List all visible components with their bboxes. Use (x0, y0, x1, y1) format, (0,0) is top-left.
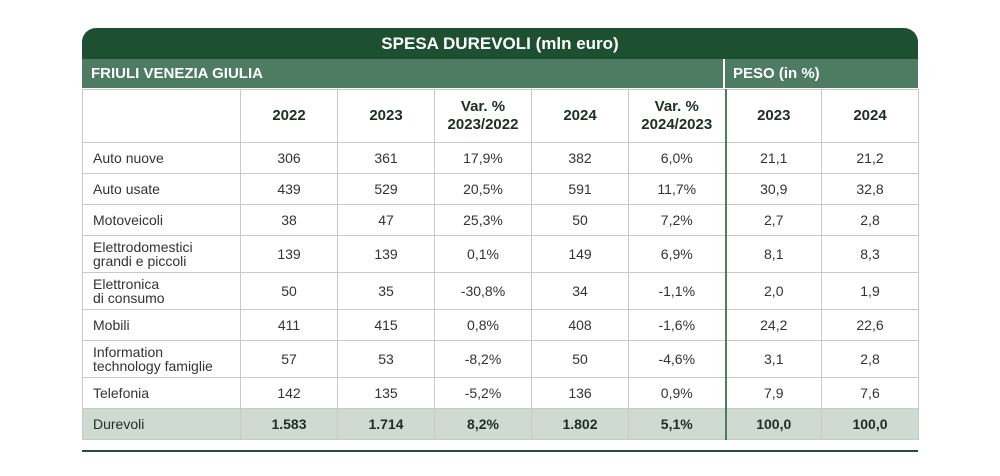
column-header: 2023 (724, 89, 822, 143)
table-cell: 2,8 (821, 340, 919, 378)
table-cell: 0,1% (434, 235, 532, 273)
table-cell: 21,2 (821, 142, 919, 174)
table-cell: 306 (240, 142, 338, 174)
table-cell: 142 (240, 377, 338, 409)
column-header: Var. % 2024/2023 (628, 89, 726, 143)
table-cell: 7,2% (628, 204, 726, 236)
table-row: Auto nuove 306 361 17,9% 382 6,0% 21,1 21,2 (82, 142, 919, 174)
row-label: Elettrodomestici grandi e piccoli (82, 235, 241, 273)
table-cell: 0,8% (434, 309, 532, 341)
table-cell: 20,5% (434, 173, 532, 205)
row-label: Mobili (82, 309, 241, 341)
table-row: Auto usate 439 529 20,5% 591 11,7% 30,9 32,8 (82, 173, 919, 205)
column-header: 2024 (821, 89, 919, 143)
table-cell: 32,8 (821, 173, 919, 205)
table-cell: 8,3 (821, 235, 919, 273)
total-cell: 5,1% (628, 408, 726, 440)
table-cell: 21,1 (724, 142, 822, 174)
total-label: Durevoli (82, 408, 241, 440)
table-cell: -8,2% (434, 340, 532, 378)
table-cell: 139 (337, 235, 435, 273)
row-label: Motoveicoli (82, 204, 241, 236)
column-header: 2023 (337, 89, 435, 143)
data-table: 2022 2023 Var. % 2023/2022 2024 Var. % 2… (82, 89, 919, 440)
table-cell: 34 (531, 272, 629, 310)
table-cell: 139 (240, 235, 338, 273)
table-cell: 17,9% (434, 142, 532, 174)
table-row: Mobili 411 415 0,8% 408 -1,6% 24,2 22,6 (82, 309, 919, 341)
table-title: SPESA DUREVOLI (mln euro) (82, 28, 918, 59)
column-header-row: 2022 2023 Var. % 2023/2022 2024 Var. % 2… (82, 89, 919, 143)
table-cell: 408 (531, 309, 629, 341)
row-label: Auto usate (82, 173, 241, 205)
durable-spending-table: SPESA DUREVOLI (mln euro) FRIULI VENEZIA… (82, 28, 919, 452)
column-header: 2024 (531, 89, 629, 143)
total-row: Durevoli 1.583 1.714 8,2% 1.802 5,1% 100,0 100,… (82, 408, 919, 440)
table-cell: 35 (337, 272, 435, 310)
table-cell: 57 (240, 340, 338, 378)
table-cell: 439 (240, 173, 338, 205)
table-cell: 47 (337, 204, 435, 236)
table-cell: 7,6 (821, 377, 919, 409)
table-row: Elettronica di consumo 50 35 -30,8% 34 -1,1% 2… (82, 272, 919, 310)
table-cell: 361 (337, 142, 435, 174)
table-cell: 411 (240, 309, 338, 341)
table-cell: 38 (240, 204, 338, 236)
total-cell: 1.714 (337, 408, 435, 440)
table-cell: -1,6% (628, 309, 726, 341)
table-cell: 8,1 (724, 235, 822, 273)
table-cell: 50 (531, 340, 629, 378)
table-row: Elettrodomestici grandi e piccoli 139 139 0… (82, 235, 919, 273)
table-row: Telefonia 142 135 -5,2% 136 0,9% 7,9 7,6 (82, 377, 919, 409)
total-cell: 100,0 (724, 408, 822, 440)
table-cell: -4,6% (628, 340, 726, 378)
table-subheader: FRIULI VENEZIA GIULIA PESO (in %) (82, 59, 918, 89)
table-cell: 2,8 (821, 204, 919, 236)
row-label: Information technology famiglie (82, 340, 241, 378)
table-cell: 135 (337, 377, 435, 409)
row-label: Telefonia (82, 377, 241, 409)
table-cell: 25,3% (434, 204, 532, 236)
table-cell: 2,0 (724, 272, 822, 310)
table-cell: 6,0% (628, 142, 726, 174)
table-cell: 53 (337, 340, 435, 378)
table-cell: 382 (531, 142, 629, 174)
table-cell: 30,9 (724, 173, 822, 205)
table-cell: -30,8% (434, 272, 532, 310)
table-cell: -5,2% (434, 377, 532, 409)
table-row: Motoveicoli 38 47 25,3% 50 7,2% 2,7 2,8 (82, 204, 919, 236)
table-cell: 415 (337, 309, 435, 341)
table-cell: -1,1% (628, 272, 726, 310)
table-cell: 529 (337, 173, 435, 205)
table-cell: 11,7% (628, 173, 726, 205)
table-cell: 22,6 (821, 309, 919, 341)
table-cell: 3,1 (724, 340, 822, 378)
table-cell: 6,9% (628, 235, 726, 273)
table-cell: 7,9 (724, 377, 822, 409)
table-cell: 1,9 (821, 272, 919, 310)
total-cell: 1.802 (531, 408, 629, 440)
table-cell: 50 (531, 204, 629, 236)
table-cell: 591 (531, 173, 629, 205)
column-header-empty (82, 89, 241, 143)
total-cell: 100,0 (821, 408, 919, 440)
row-label: Elettronica di consumo (82, 272, 241, 310)
column-header: Var. % 2023/2022 (434, 89, 532, 143)
table-cell: 50 (240, 272, 338, 310)
table-cell: 24,2 (724, 309, 822, 341)
table-cell: 2,7 (724, 204, 822, 236)
table-cell: 0,9% (628, 377, 726, 409)
region-label: FRIULI VENEZIA GIULIA (82, 59, 725, 88)
table-cell: 136 (531, 377, 629, 409)
peso-label: PESO (in %) (733, 65, 820, 82)
total-cell: 8,2% (434, 408, 532, 440)
table-row: Information technology famiglie 57 53 -8,2%… (82, 340, 919, 378)
column-header: 2022 (240, 89, 338, 143)
table-cell: 149 (531, 235, 629, 273)
row-label: Auto nuove (82, 142, 241, 174)
total-cell: 1.583 (240, 408, 338, 440)
